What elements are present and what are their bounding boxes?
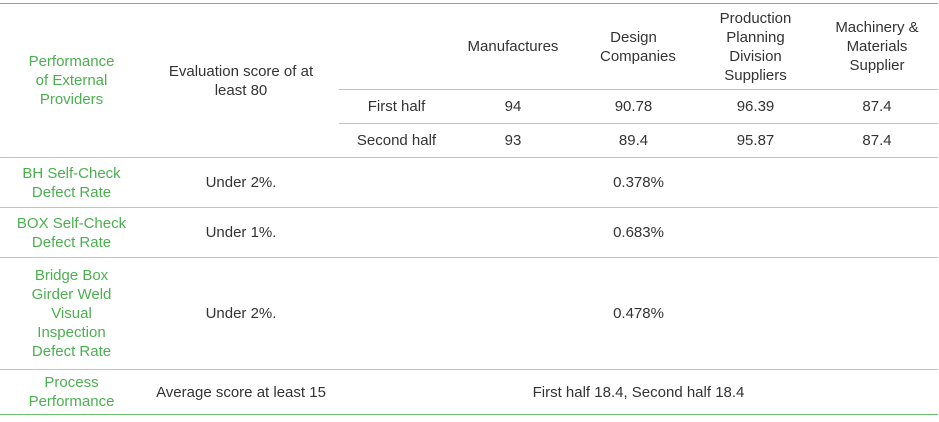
column-header-design-companies: Design Companies (600, 28, 676, 65)
providers-target: Evaluation score of at least 80 (168, 62, 314, 99)
providers-second-half-row: Second half 93 89.4 95.87 87.4 (0, 124, 938, 158)
defect-result: 0.683% (613, 224, 664, 241)
process-row: Process Performance Average score at lea… (0, 370, 938, 415)
providers-metric-label: Performance of External Providers (28, 53, 115, 108)
score-cell: 87.4 (862, 98, 892, 115)
score-cell: 87.4 (862, 132, 892, 149)
defect-result: 0.478% (613, 305, 664, 322)
providers-header-row: Performance of External Providers Evalua… (0, 3, 938, 108)
process-result: First half 18.4, Second half 18.4 (532, 383, 745, 401)
process-metric-label: Process Performance (28, 374, 115, 410)
providers-first-half-row: First half 94 90.78 96.39 87.4 (0, 90, 938, 124)
defect-metric-label: Bridge Box Girder Weld Visual Inspection… (31, 267, 112, 360)
defect-target: Under 1%. (205, 224, 277, 241)
score-cell: 95.87 (736, 132, 775, 149)
score-cell: 94 (504, 98, 522, 115)
period-label: Second half (356, 132, 437, 149)
score-cell: 93 (504, 132, 522, 149)
period-label: First half (367, 98, 426, 115)
defect-row-bridge: Bridge Box Girder Weld Visual Inspection… (0, 258, 938, 370)
performance-table: Performance of External Providers Evalua… (0, 3, 938, 415)
defect-metric-label: BH Self-Check Defect Rate (22, 164, 121, 201)
column-header-machinery-materials: Machinery & Materials Supplier (835, 19, 919, 74)
defect-row-box: BOX Self-Check Defect Rate Under 1%. 0.6… (0, 208, 938, 258)
column-header-manufactures: Manufactures (467, 38, 559, 55)
defect-row-bh: BH Self-Check Defect Rate Under 2%. 0.37… (0, 158, 938, 208)
defect-target: Under 2%. (205, 174, 277, 191)
defect-metric-label: BOX Self-Check Defect Rate (16, 214, 127, 251)
process-target: Average score at least 15 (156, 383, 326, 401)
defect-result: 0.378% (613, 174, 664, 191)
defect-target: Under 2%. (205, 305, 277, 322)
header-empty-cell (339, 4, 454, 90)
score-cell: 90.78 (614, 98, 653, 115)
column-header-production-planning: Production Planning Division Suppliers (719, 9, 792, 84)
score-cell: 89.4 (618, 132, 649, 149)
score-cell: 96.39 (736, 98, 775, 115)
